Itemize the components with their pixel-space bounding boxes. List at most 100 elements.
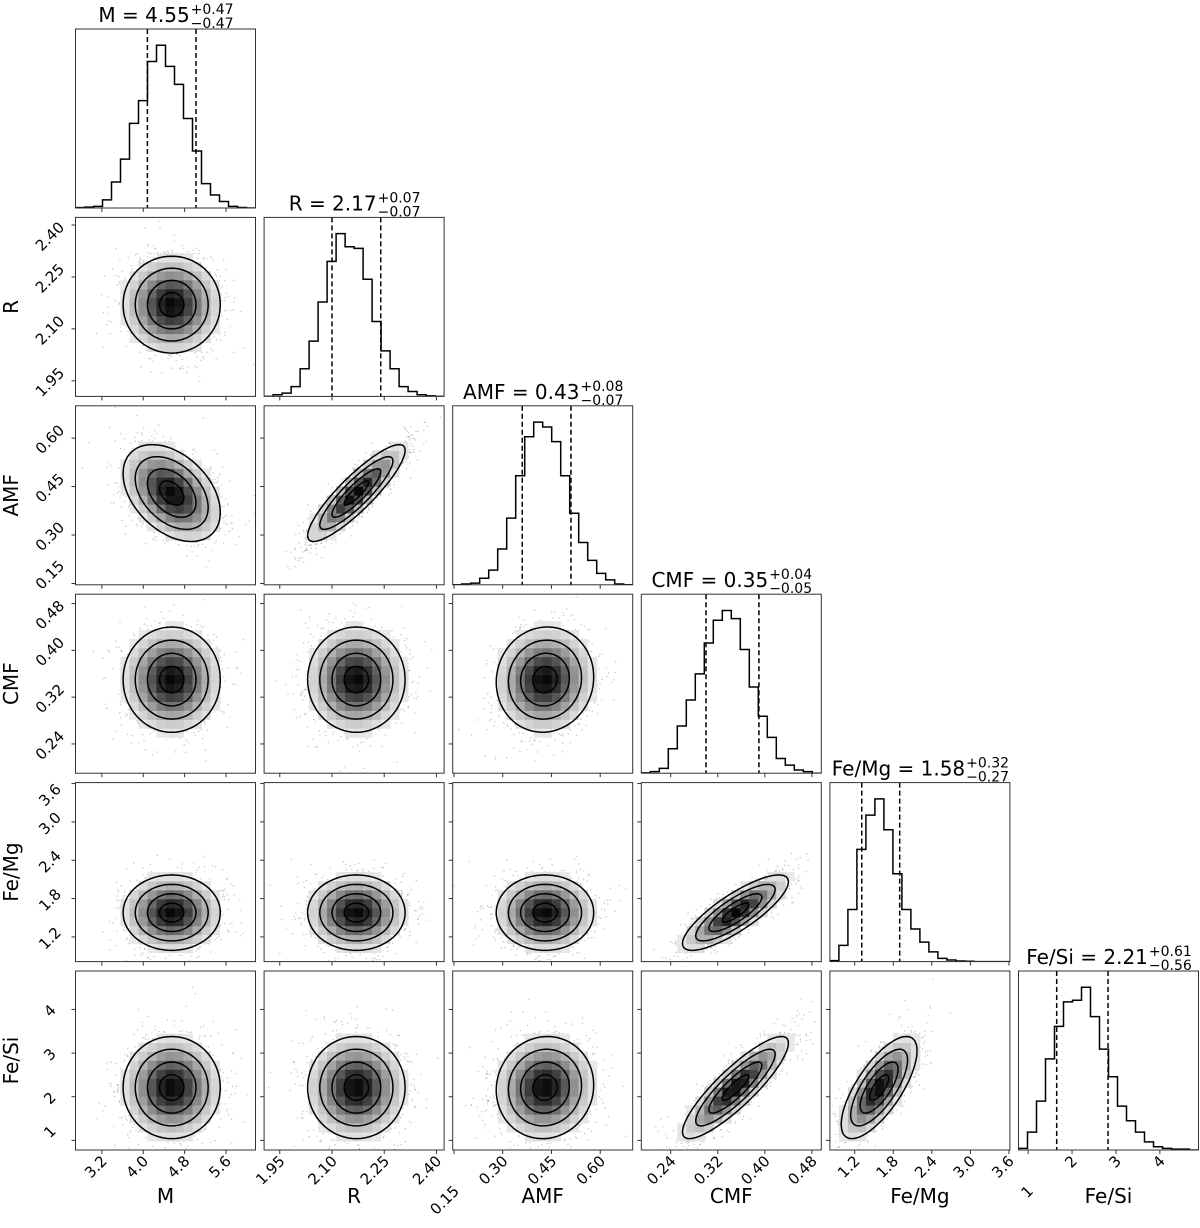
sample-point	[290, 551, 292, 554]
sample-point	[619, 899, 621, 902]
sample-point	[222, 894, 225, 896]
sample-point	[354, 463, 356, 465]
density-cell	[336, 513, 346, 523]
sample-point	[598, 916, 600, 918]
sample-point	[245, 524, 247, 526]
sample-point	[346, 737, 348, 740]
sample-point	[326, 944, 328, 946]
sample-point	[352, 468, 355, 470]
density-cell	[533, 728, 544, 738]
sample-point	[349, 610, 352, 612]
density-cell	[533, 674, 544, 685]
density-cell	[165, 872, 175, 882]
sample-point	[221, 660, 223, 662]
density-cell	[515, 683, 526, 693]
sample-point	[490, 712, 492, 714]
density-cell	[327, 647, 337, 658]
sample-point	[307, 504, 309, 506]
density-cell	[174, 647, 184, 658]
histogram-step-line	[452, 421, 633, 585]
density-cell	[156, 262, 166, 272]
density-cell	[318, 665, 328, 676]
sample-point	[157, 424, 160, 426]
density-cell	[381, 468, 391, 478]
sample-point	[114, 440, 117, 442]
sample-point	[203, 256, 205, 259]
sample-point	[357, 517, 359, 519]
density-cell	[551, 916, 562, 927]
sample-point	[598, 687, 601, 690]
density-cell	[354, 934, 364, 945]
sample-point	[131, 447, 134, 449]
density-cell	[165, 306, 175, 317]
sample-point	[107, 306, 110, 308]
density-cell	[381, 934, 391, 945]
sample-point	[227, 667, 229, 669]
density-cell	[129, 306, 139, 317]
sample-point	[122, 896, 125, 898]
sample-point	[577, 877, 580, 880]
sample-point	[293, 708, 295, 711]
sample-point	[115, 646, 118, 648]
sample-point	[209, 878, 211, 880]
sample-point	[211, 478, 214, 480]
density-cell	[165, 881, 175, 891]
sample-point	[125, 702, 127, 704]
sample-point	[588, 641, 590, 643]
density-cell	[183, 656, 193, 667]
sample-point	[552, 955, 555, 958]
density-cell	[345, 719, 355, 729]
density-cell	[363, 710, 373, 720]
sample-point	[294, 548, 297, 550]
sample-point	[139, 351, 141, 353]
density-cell	[210, 899, 220, 909]
sample-point	[512, 945, 515, 947]
density-cell	[515, 719, 526, 729]
sample-point	[331, 543, 333, 545]
contour-line	[343, 665, 370, 694]
sample-point	[797, 864, 800, 866]
sample-point	[783, 903, 785, 906]
sample-point	[121, 650, 123, 652]
density-cell	[156, 665, 166, 676]
sample-point	[710, 898, 712, 901]
sample-point	[424, 641, 426, 643]
sample-point	[236, 667, 238, 670]
density-cell	[363, 647, 373, 658]
sample-point	[797, 880, 800, 882]
density-cell	[156, 890, 166, 900]
density-cell	[363, 692, 373, 702]
sample-point	[305, 899, 307, 902]
sample-point	[419, 915, 421, 917]
sample-point	[180, 867, 183, 869]
density-cell	[183, 899, 193, 909]
sample-point	[349, 865, 351, 867]
sample-point	[199, 375, 201, 377]
sample-point	[380, 627, 383, 629]
density-cell	[704, 916, 714, 927]
sample-point	[402, 875, 404, 878]
sample-point	[401, 892, 403, 895]
density-cell	[731, 907, 741, 918]
sample-point	[339, 736, 342, 738]
sample-point	[125, 715, 127, 717]
density-cell	[309, 522, 319, 532]
sample-point	[561, 733, 564, 735]
density-cell	[156, 907, 166, 918]
sample-point	[483, 697, 486, 699]
sample-point	[409, 649, 411, 652]
sample-point	[215, 338, 218, 341]
density-cell	[147, 665, 157, 676]
sample-point	[173, 240, 175, 242]
sample-point	[490, 696, 492, 698]
sample-point	[318, 730, 320, 732]
sample-point	[226, 726, 228, 729]
density-cell	[120, 683, 130, 693]
density-cell	[183, 934, 193, 945]
sample-point	[145, 1137, 147, 1139]
density-cell	[156, 342, 166, 352]
density-cell	[785, 872, 795, 882]
sample-point	[307, 745, 310, 748]
sample-point	[151, 1038, 153, 1040]
density-cell	[174, 728, 184, 738]
